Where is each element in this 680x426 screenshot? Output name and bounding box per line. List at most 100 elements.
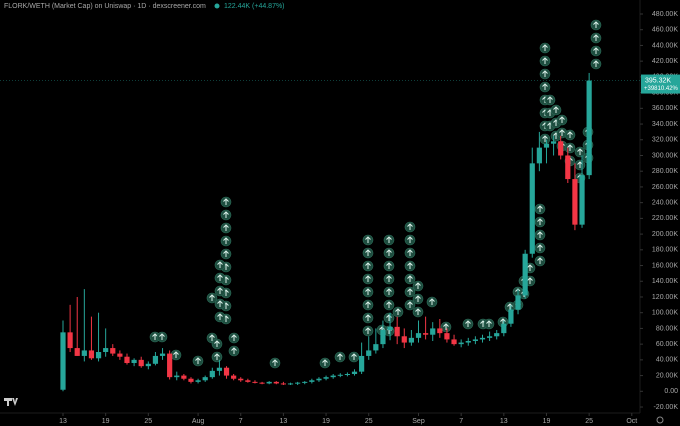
marker-arrow	[415, 308, 421, 315]
marker-arrow	[486, 320, 492, 327]
candle-body	[366, 350, 372, 356]
candle-body	[266, 381, 272, 384]
candle-body	[458, 342, 464, 345]
y-tick-label: 320.00K	[652, 137, 678, 144]
y-tick-label: 420.00K	[652, 58, 678, 65]
candle-body	[494, 333, 500, 337]
candle-body	[401, 336, 407, 343]
marker-arrow	[209, 294, 215, 301]
candle-body	[415, 333, 422, 338]
y-tick-label: 100.00K	[652, 310, 678, 317]
marker-arrow	[537, 205, 543, 212]
y-tick-label: 260.00K	[652, 184, 678, 191]
y-tick-label: 160.00K	[652, 262, 678, 269]
marker-arrow	[537, 231, 543, 238]
candles	[60, 72, 592, 392]
candle-body	[60, 332, 66, 390]
last-change-label: +39810.42%	[644, 86, 679, 92]
candle-body	[430, 328, 436, 335]
candle-body	[238, 378, 244, 381]
marker-arrow	[407, 249, 413, 256]
marker-arrow	[159, 333, 165, 340]
y-tick-label: 440.00K	[652, 42, 678, 49]
marker-arrow	[407, 275, 413, 282]
marker-arrow	[223, 211, 229, 218]
marker-arrow	[223, 237, 229, 244]
y-tick-label: 60.00K	[656, 341, 679, 348]
marker-arrow	[577, 148, 583, 155]
candle-body	[188, 378, 194, 382]
marker-arrow	[593, 21, 599, 28]
y-tick-label: 120.00K	[652, 294, 678, 301]
x-tick-label: 7	[459, 418, 463, 425]
marker-arrow	[209, 334, 215, 341]
candle-body	[131, 359, 137, 364]
candle-body	[81, 350, 87, 356]
candle-body	[231, 375, 237, 379]
candle-body	[394, 326, 400, 337]
marker-arrow	[542, 83, 548, 90]
candle-body	[245, 380, 251, 382]
candle-body	[323, 377, 329, 379]
settings-icon[interactable]	[656, 416, 664, 424]
marker-arrow	[407, 301, 413, 308]
marker-arrow	[559, 129, 565, 136]
y-tick-label: 360.00K	[652, 105, 678, 112]
candle-body	[572, 179, 578, 225]
x-tick-label: 25	[144, 418, 152, 425]
candle-body	[145, 363, 151, 367]
candle-body	[487, 336, 493, 338]
marker-arrow	[593, 34, 599, 41]
candle-body	[174, 375, 180, 378]
marker-arrow	[223, 224, 229, 231]
candle-body	[586, 80, 592, 176]
marker-arrow	[217, 300, 223, 307]
y-tick-label: 240.00K	[652, 199, 678, 206]
chart-title: FLORK/WETH (Market Cap) on Uniswap · 1D …	[4, 3, 206, 10]
marker-arrow	[527, 264, 533, 271]
candle-body	[216, 367, 223, 371]
candle-body	[117, 353, 123, 357]
candle-body	[508, 309, 514, 324]
x-tick-label: 25	[365, 418, 373, 425]
marker-arrow	[537, 257, 543, 264]
y-tick-label: 80.00K	[656, 325, 679, 332]
candle-body	[344, 374, 350, 376]
marker-arrow	[223, 250, 229, 257]
marker-arrow	[429, 298, 435, 305]
marker-arrow	[542, 44, 548, 51]
candle-body	[337, 374, 343, 376]
candle-body	[472, 339, 478, 341]
candle-body	[181, 375, 187, 379]
x-tick-label: 19	[543, 418, 551, 425]
marker-arrow	[386, 249, 392, 256]
candle-body	[95, 352, 102, 359]
marker-arrow	[272, 359, 278, 366]
y-tick-label: 340.00K	[652, 121, 678, 128]
marker-arrow	[547, 96, 553, 103]
candle-body	[152, 355, 159, 364]
candle-body	[138, 359, 144, 367]
marker-arrow	[386, 288, 392, 295]
candle-body	[316, 378, 322, 381]
marker-arrow	[351, 353, 357, 360]
candle-body	[550, 141, 557, 144]
candle-body	[103, 348, 109, 353]
marker-arrow	[217, 261, 223, 268]
marker-arrow	[567, 144, 573, 151]
candle-body	[479, 337, 486, 340]
candle-body	[408, 337, 414, 343]
candle-body	[280, 383, 287, 385]
candle-body	[515, 295, 521, 310]
candle-body	[309, 380, 315, 382]
candle-body	[351, 371, 358, 375]
y-tick-label: 180.00K	[652, 247, 678, 254]
candle-body	[88, 350, 95, 359]
candle-body	[287, 383, 294, 385]
y-tick-label: 140.00K	[652, 278, 678, 285]
candle-body	[259, 382, 265, 384]
candle-body	[359, 355, 365, 372]
x-tick-label: 13	[280, 418, 288, 425]
marker-arrow	[386, 275, 392, 282]
